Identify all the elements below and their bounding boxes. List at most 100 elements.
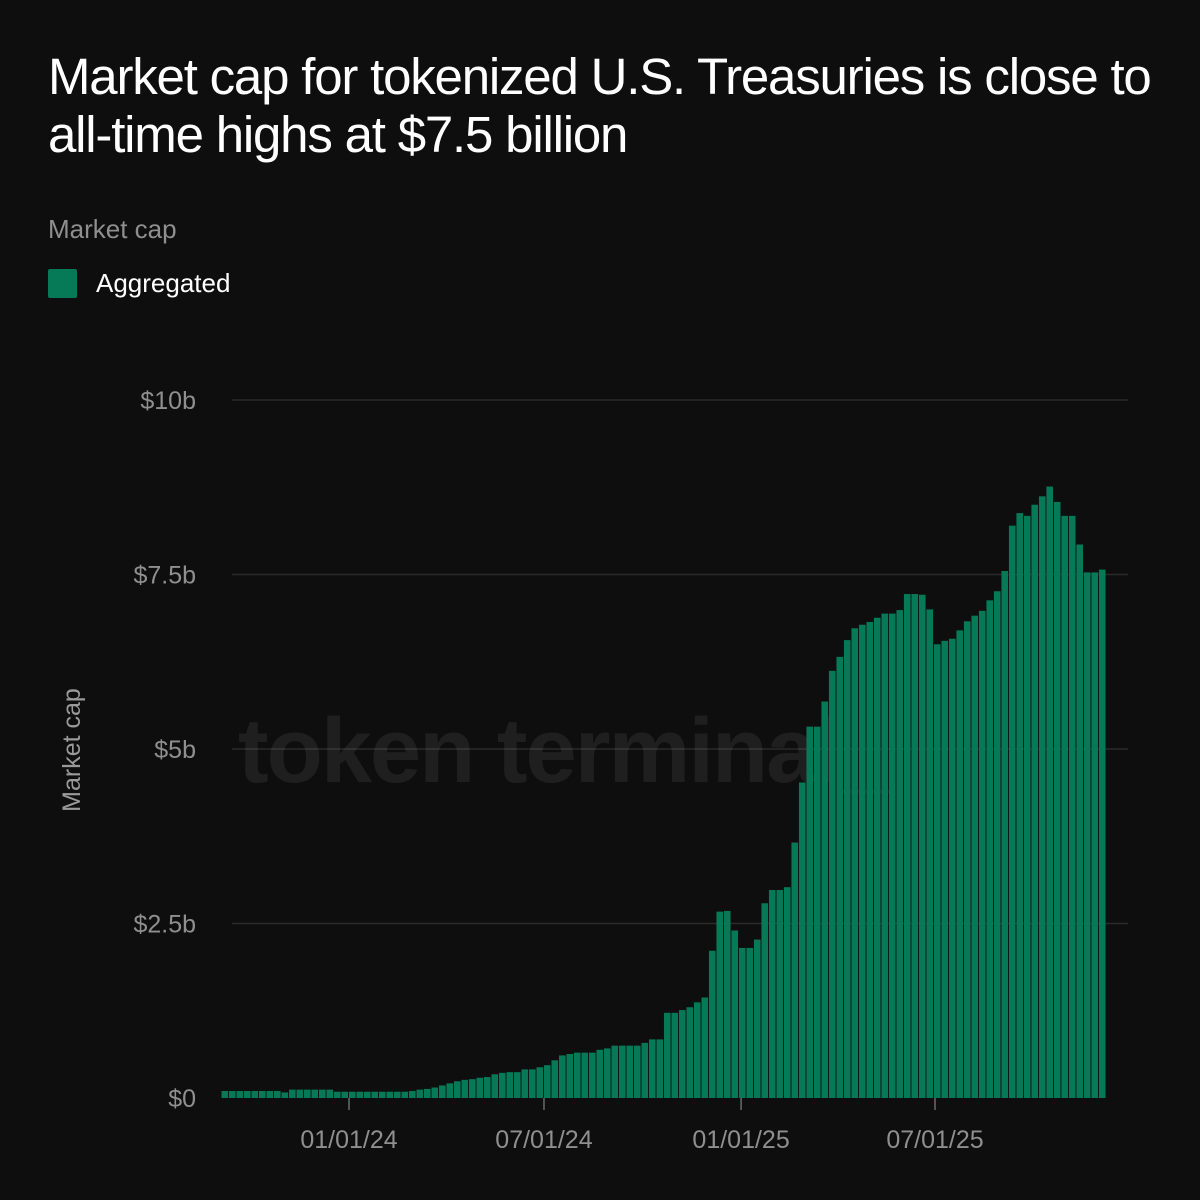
- bar: [431, 1087, 439, 1098]
- bar: [423, 1088, 431, 1098]
- bar: [259, 1091, 266, 1098]
- bar: [1076, 544, 1084, 1098]
- bar: [1091, 572, 1099, 1098]
- x-tick-label: 01/01/25: [692, 1126, 789, 1154]
- bar: [513, 1072, 521, 1098]
- bar: [1038, 496, 1046, 1098]
- bar: [693, 1002, 701, 1098]
- bar: [289, 1089, 296, 1098]
- bar: [956, 630, 964, 1098]
- bar: [738, 947, 746, 1098]
- y-tick-label: $7.5b: [133, 562, 196, 590]
- bar: [731, 930, 739, 1098]
- bar: [678, 1010, 686, 1098]
- bar: [588, 1052, 596, 1098]
- bar: [753, 939, 761, 1098]
- bar: [1008, 525, 1016, 1098]
- x-tick-label: 07/01/24: [495, 1126, 592, 1154]
- bar: [536, 1067, 544, 1098]
- bar: [701, 997, 709, 1098]
- bar: [416, 1089, 424, 1098]
- legend-swatch: [48, 269, 77, 298]
- bar: [483, 1077, 491, 1098]
- bar: [408, 1091, 416, 1098]
- bar: [851, 628, 859, 1098]
- bar: [266, 1091, 274, 1098]
- bar: [881, 613, 889, 1098]
- bar: [768, 890, 776, 1098]
- bar: [558, 1055, 566, 1098]
- bar: [274, 1091, 281, 1098]
- bar: [866, 621, 874, 1098]
- bar: [933, 644, 941, 1098]
- bar: [978, 610, 986, 1098]
- bar: [903, 594, 911, 1098]
- bar: [491, 1074, 499, 1098]
- bar: [663, 1012, 671, 1098]
- bar: [229, 1091, 236, 1098]
- bar: [896, 610, 904, 1098]
- bar: [888, 613, 896, 1098]
- y-tick-label: $0: [168, 1085, 196, 1113]
- bar: [401, 1091, 409, 1098]
- bar: [349, 1091, 356, 1098]
- bar: [244, 1091, 251, 1098]
- y-axis-title: Market cap: [58, 688, 86, 812]
- bar: [341, 1091, 349, 1098]
- bar: [521, 1069, 529, 1098]
- legend-label: Aggregated: [96, 268, 231, 298]
- legend: Aggregated: [48, 268, 230, 299]
- bar: [476, 1077, 484, 1098]
- x-axis-ticks: 01/01/24 07/01/24 01/01/25 07/01/25: [300, 1098, 984, 1154]
- bar: [873, 617, 881, 1098]
- bar: [828, 670, 836, 1098]
- bar: [843, 640, 851, 1098]
- bar: [304, 1089, 311, 1098]
- bar: [296, 1089, 304, 1098]
- bar: [716, 911, 724, 1098]
- bar: [393, 1091, 401, 1098]
- bar: [438, 1085, 446, 1098]
- bar: [806, 726, 814, 1098]
- bar: [543, 1065, 551, 1098]
- bar: [948, 638, 956, 1098]
- gridlines: [232, 399, 1128, 925]
- bar: [468, 1079, 476, 1098]
- bar: [986, 600, 994, 1098]
- bar: [671, 1012, 679, 1098]
- bar: [918, 594, 926, 1098]
- bar: [648, 1039, 656, 1098]
- bar: [813, 726, 821, 1098]
- bar: [364, 1091, 371, 1098]
- bar: [566, 1054, 574, 1098]
- bar: [821, 701, 829, 1098]
- bar: [836, 656, 844, 1098]
- bar: [319, 1089, 326, 1098]
- y-tick-label: $5b: [154, 736, 196, 764]
- x-tick-label: 01/01/24: [300, 1126, 397, 1154]
- bar: [334, 1091, 341, 1098]
- bar: [506, 1072, 514, 1098]
- bar: [708, 950, 716, 1098]
- bar: [371, 1091, 379, 1098]
- bar: [581, 1052, 589, 1098]
- bar: [761, 903, 769, 1098]
- bar: [281, 1092, 289, 1098]
- bar: [1023, 515, 1031, 1098]
- bar: [551, 1060, 559, 1098]
- bar: [446, 1083, 454, 1098]
- bar: [783, 887, 791, 1098]
- bar: [791, 842, 799, 1098]
- bar: [746, 947, 754, 1098]
- bar: [1098, 569, 1106, 1098]
- bar: [379, 1091, 386, 1098]
- bar: [633, 1045, 641, 1098]
- bar: [1046, 486, 1054, 1098]
- bar: [1016, 513, 1024, 1098]
- watermark: token terminal_: [238, 700, 891, 802]
- bar: [528, 1069, 536, 1098]
- x-tick-label: 07/01/25: [886, 1126, 983, 1154]
- bar: [941, 640, 949, 1098]
- bar: [1053, 501, 1061, 1098]
